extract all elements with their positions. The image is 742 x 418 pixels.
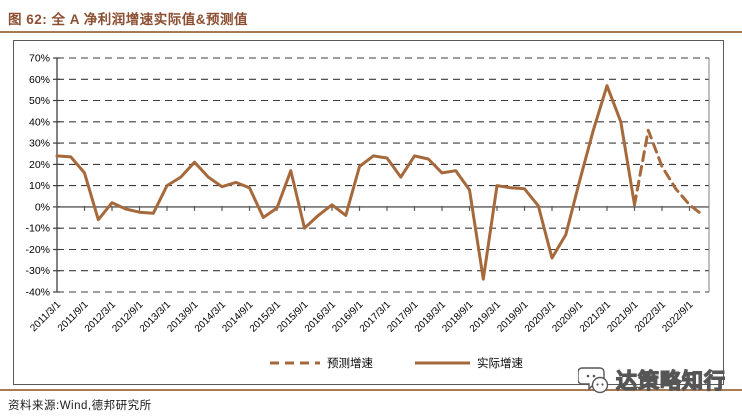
figure-title: 图 62: 全 A 净利润增速实际值&预测值 <box>8 12 249 27</box>
actual-series-line <box>55 84 636 281</box>
y-tick-label: 50% <box>29 95 50 107</box>
watermark-text: 达策略知行 <box>615 369 726 393</box>
y-tick-label: 20% <box>29 159 50 171</box>
chart-frame: 70% 60% 50% 40% 30% 20% 10% 0% -10% -20% -30% -40% 2… <box>13 40 724 385</box>
title-divider-rule <box>0 31 742 33</box>
y-tick-label: 60% <box>29 74 50 86</box>
forecast-series-line <box>633 128 705 217</box>
x-tick-label: 2022/9/1 <box>660 299 696 335</box>
y-tick-label: -20% <box>25 244 50 256</box>
y-tick-label: 10% <box>29 180 50 192</box>
source-note: 资料来源:Wind,德邦研究所 <box>8 400 152 412</box>
y-tick-label: 40% <box>29 116 50 128</box>
y-tick-label: 0% <box>35 201 50 213</box>
y-tick-label: 70% <box>29 53 50 65</box>
y-tick-label: 30% <box>29 138 50 150</box>
legend: 预测增速 实际增速 <box>270 356 523 370</box>
y-tick-label: -10% <box>25 223 50 235</box>
y-grid <box>53 57 709 293</box>
net-profit-growth-line-chart: 70% 60% 50% 40% 30% 20% 10% 0% -10% -20% -30% -40% 2… <box>25 53 710 370</box>
y-tick-label: -30% <box>25 265 50 277</box>
footer-divider-rule <box>0 389 742 391</box>
legend-solid-label: 实际增速 <box>477 356 523 370</box>
chat-bubbles-icon <box>578 367 609 394</box>
y-tick-label: -40% <box>25 287 50 299</box>
watermark: 达策略知行 <box>578 365 726 395</box>
y-axis-labels: 70% 60% 50% 40% 30% 20% 10% 0% -10% -20% -30% -40% <box>25 53 50 299</box>
legend-dashed-label: 预测增速 <box>327 356 373 370</box>
